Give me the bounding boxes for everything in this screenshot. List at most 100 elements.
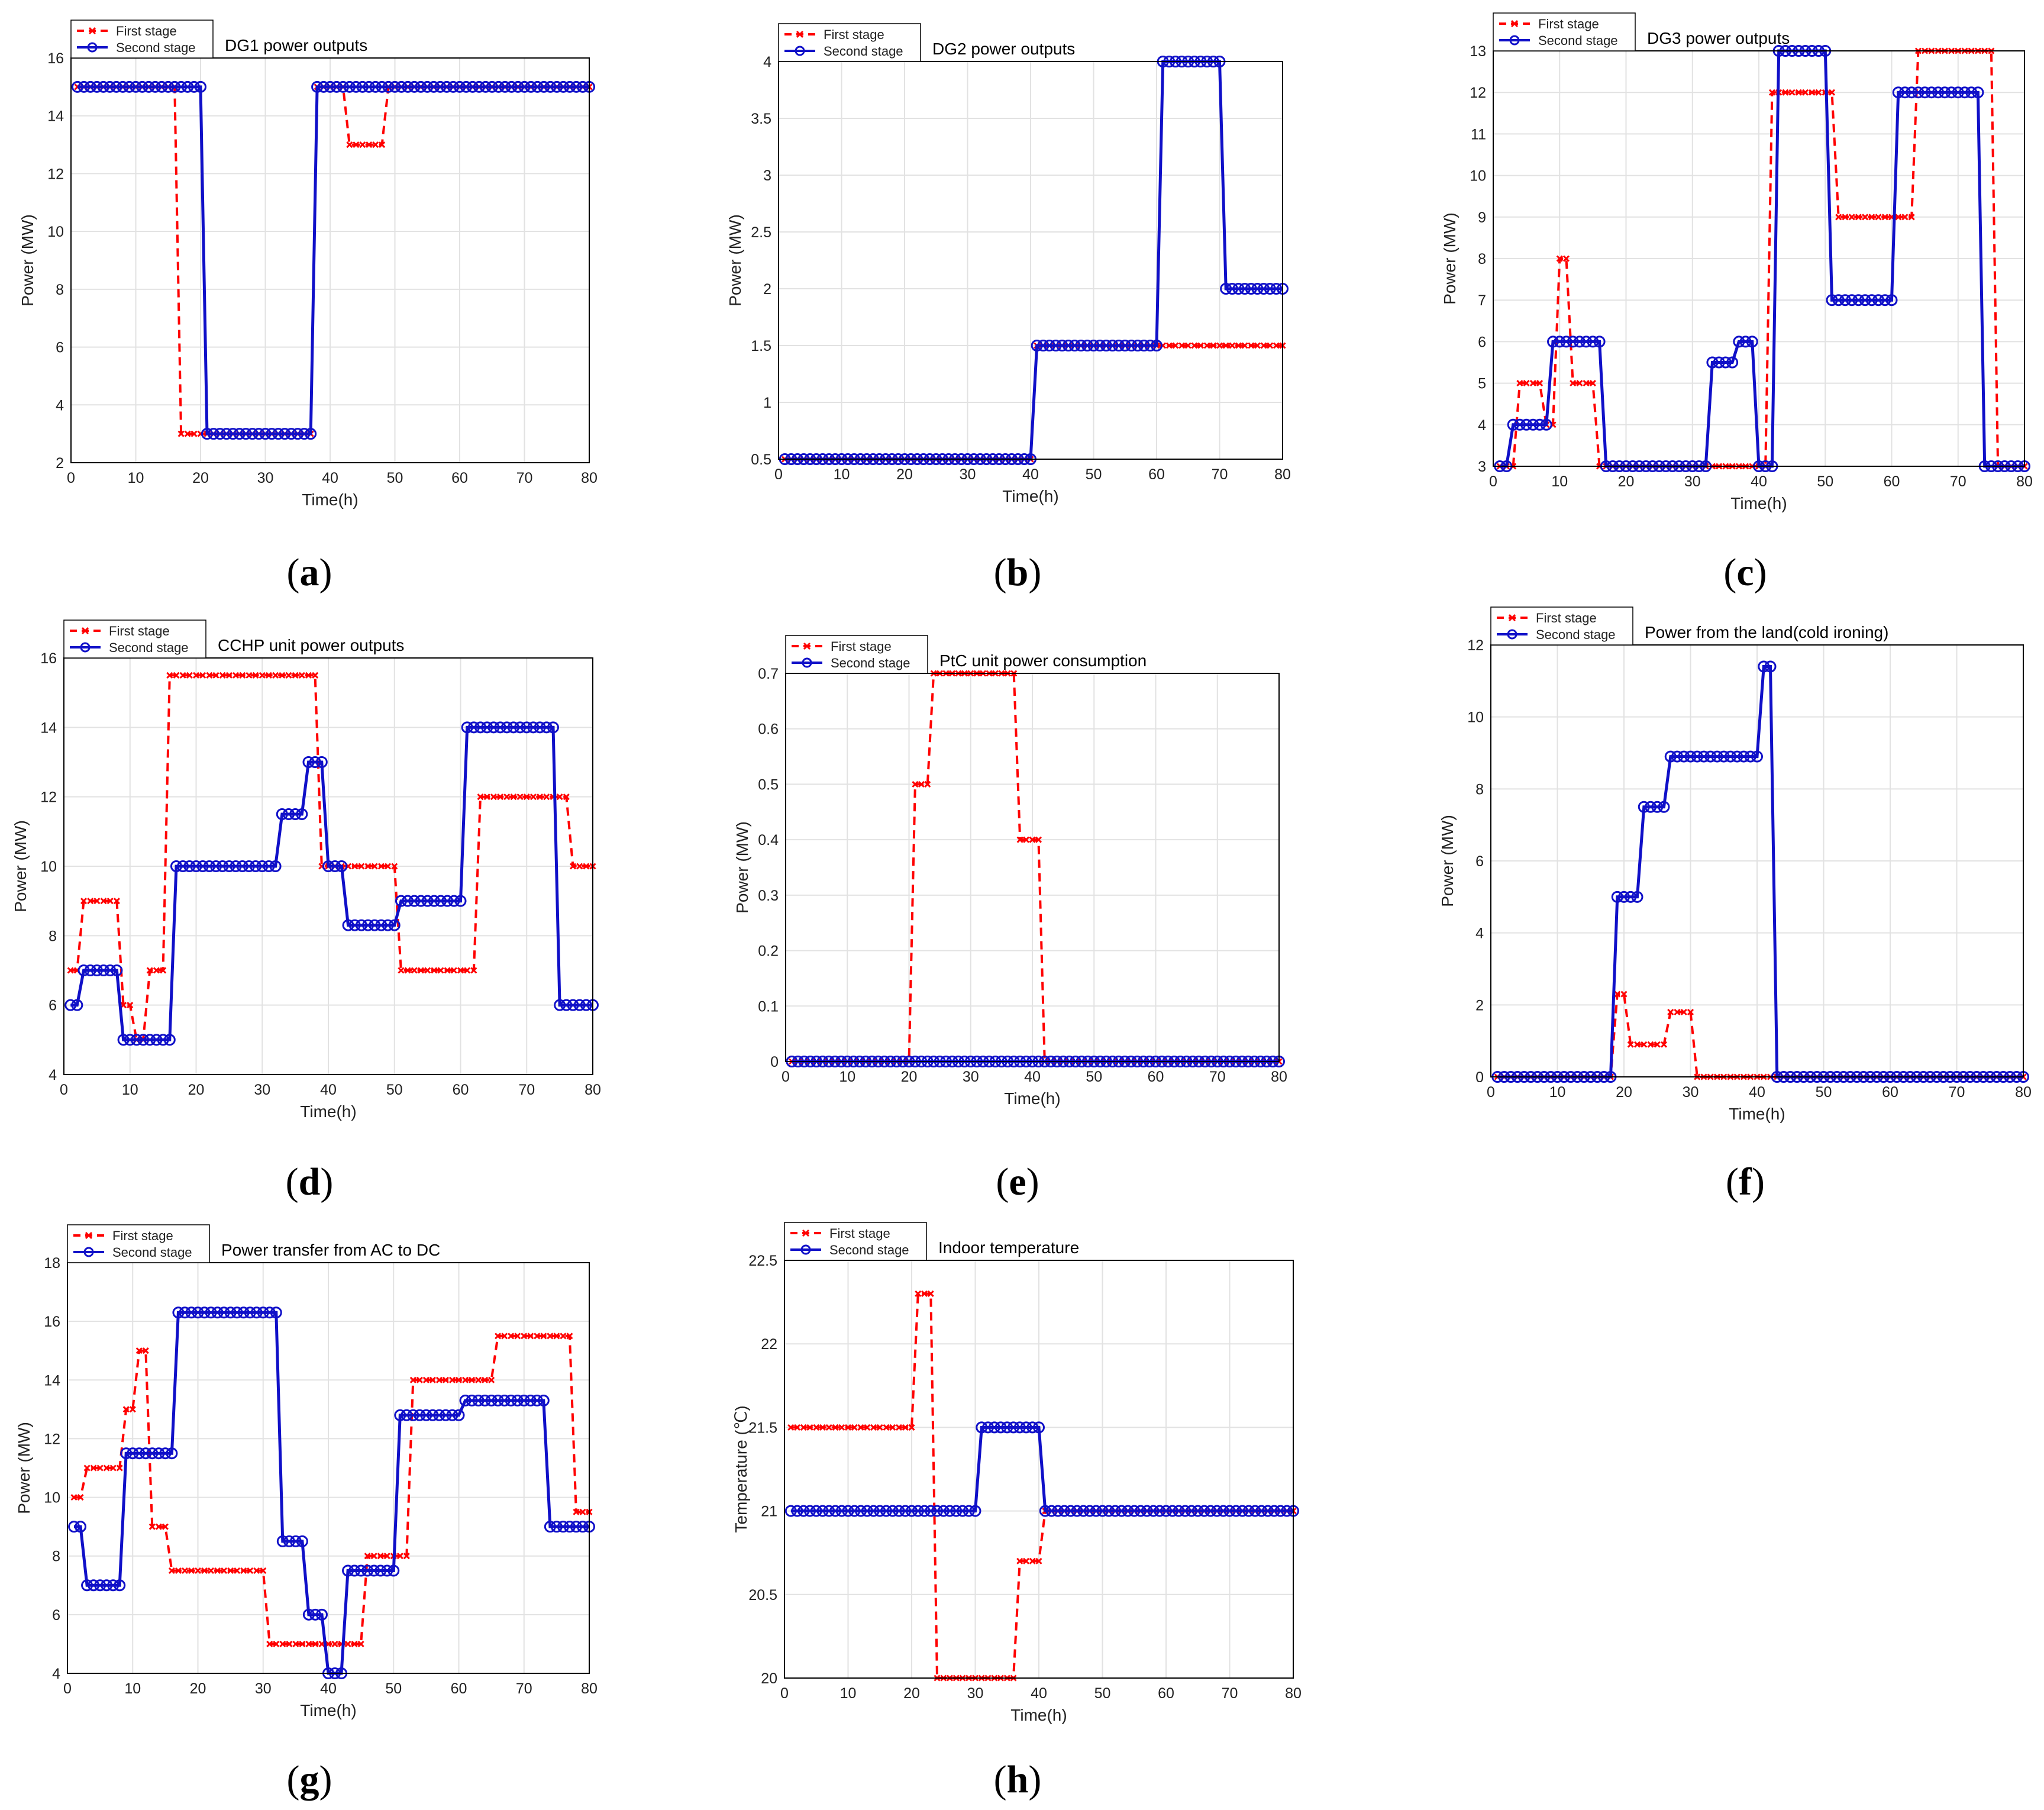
y-tick-label: 14 (44, 1372, 60, 1389)
y-tick-label: 0 (770, 1054, 779, 1070)
first-stage-point (298, 672, 305, 679)
second-stage-point (521, 721, 533, 734)
y-tick-label: 18 (44, 1255, 60, 1272)
second-stage-point (1965, 86, 1978, 99)
x-tick-label: 60 (1884, 473, 1900, 490)
caption-h-letter: h (1006, 1758, 1029, 1801)
first-stage-point (188, 1567, 195, 1575)
second-stage-point (944, 1505, 956, 1517)
second-stage-point (855, 1505, 867, 1517)
legend: First stage Second stage (784, 1222, 927, 1261)
second-stage-point (511, 1394, 524, 1406)
first-stage-point (1191, 342, 1198, 349)
second-stage-point (1625, 891, 1637, 903)
first-stage-point (450, 967, 457, 974)
y-axis-label: Power (MW) (15, 1422, 33, 1514)
x-axis-label: Time(h) (1729, 1105, 1785, 1123)
second-stage-point (1560, 335, 1572, 348)
x-tick-label: 10 (124, 1680, 141, 1697)
second-stage-point (269, 860, 282, 872)
second-stage-point (925, 1505, 937, 1517)
second-stage-point (918, 1505, 931, 1517)
second-stage-point (531, 80, 544, 93)
second-stage-point (500, 721, 513, 734)
second-stage-point (1554, 335, 1566, 348)
x-tick-label: 30 (967, 1685, 984, 1702)
first-stage-point (444, 967, 451, 974)
second-stage-point (1230, 1505, 1242, 1517)
second-stage-point (309, 1608, 321, 1621)
first-stage-point (521, 1333, 528, 1340)
second-stage-point (434, 895, 447, 907)
first-stage-point (279, 1640, 286, 1647)
y-tick-label: 8 (49, 928, 57, 944)
first-stage-point (1647, 1041, 1654, 1048)
x-axis-label: Time(h) (1004, 1089, 1060, 1108)
legend-first-label: First stage (1538, 17, 1599, 31)
first-stage-point (273, 1640, 280, 1647)
second-stage-point (1211, 1505, 1223, 1517)
second-stage-point (130, 1034, 143, 1046)
y-tick-label: 10 (40, 859, 57, 875)
second-stage-point (1043, 340, 1055, 351)
first-stage-point (1222, 342, 1229, 349)
second-stage-point (257, 1306, 269, 1319)
first-stage-point (100, 898, 107, 905)
second-stage-point (1144, 340, 1157, 351)
first-stage-point (1633, 1041, 1641, 1048)
first-stage-point (576, 863, 583, 870)
legend-first-marker (803, 642, 811, 650)
first-stage-point (1875, 214, 1882, 221)
y-axis-label: Power (MW) (11, 820, 30, 912)
y-tick-label: 22.5 (748, 1253, 777, 1269)
second-stage-point (162, 80, 175, 93)
first-stage-point (475, 1376, 482, 1383)
series-second-stage (784, 1421, 1299, 1517)
first-stage-point (221, 1567, 228, 1575)
first-stage-point (540, 1333, 547, 1340)
second-stage-point (1020, 1421, 1032, 1434)
first-stage-point (838, 1424, 845, 1431)
second-stage-point (1725, 750, 1736, 763)
first-stage-point (918, 780, 925, 788)
first-stage-point (67, 967, 74, 974)
second-stage-point (507, 721, 519, 734)
legend-second-marker (800, 1244, 811, 1255)
y-tick-label: 13 (1470, 43, 1486, 60)
second-stage-point (363, 80, 375, 93)
second-stage-point (1706, 356, 1719, 369)
second-stage-point (994, 1421, 1007, 1434)
second-stage-point (1062, 340, 1074, 351)
first-stage-point (1848, 214, 1855, 221)
y-tick-label: 16 (47, 50, 64, 67)
chart-f: 0 10 20 30 40 50 60 70 80 0 2 4 6 8 10 12 Time(h) Power (… (1438, 606, 2032, 1123)
second-stage-point (1106, 340, 1119, 351)
first-stage-point (1842, 214, 1849, 221)
second-stage-point (318, 80, 330, 93)
y-tick-label: 0.5 (751, 451, 771, 468)
series-second-stage (68, 1306, 595, 1679)
second-stage-point (177, 860, 189, 872)
y-tick-label: 6 (56, 340, 64, 356)
second-stage-point (550, 1521, 563, 1533)
second-stage-point (1064, 1505, 1077, 1517)
second-stage-point (220, 428, 233, 440)
first-stage-point (1641, 1041, 1648, 1048)
x-axis-label: Time(h) (1010, 1706, 1067, 1724)
x-tick-label: 60 (453, 1082, 469, 1098)
first-stage-point (194, 1567, 202, 1575)
second-stage-point (1618, 891, 1630, 903)
y-tick-label: 22 (761, 1336, 777, 1353)
x-tick-label: 50 (1094, 1685, 1111, 1702)
second-stage-point (570, 80, 583, 93)
second-stage-point (1068, 340, 1081, 351)
second-stage-point (1739, 335, 1752, 348)
first-stage-point (127, 1002, 134, 1009)
caption-b-letter: b (1006, 551, 1029, 594)
second-stage-point (427, 1409, 439, 1421)
second-stage-point (250, 1306, 263, 1319)
first-stage-point (516, 793, 524, 801)
x-tick-label: 80 (1271, 1069, 1287, 1085)
second-stage-point (1507, 418, 1519, 431)
first-stage-point (411, 967, 418, 974)
